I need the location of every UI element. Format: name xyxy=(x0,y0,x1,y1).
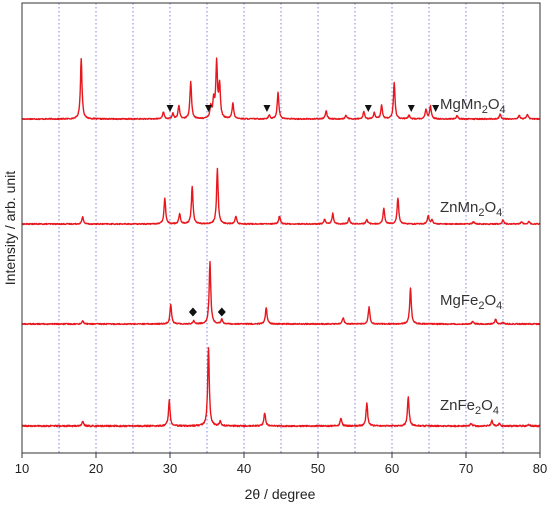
diamond-marker xyxy=(188,307,197,317)
series-label-sub: 2 xyxy=(478,207,484,219)
triangle-marker xyxy=(407,105,415,112)
series-label-main: MgMn xyxy=(440,96,482,113)
series-label-ZnFe2O4: ZnFe2O4 xyxy=(440,397,499,417)
x-tick-label-60: 60 xyxy=(385,461,399,476)
series-label-sub: 2 xyxy=(482,104,488,116)
series-label-mid: O xyxy=(484,199,496,216)
triangle-marker xyxy=(364,105,372,112)
series-label-sub: 4 xyxy=(496,300,502,312)
y-axis-label: Intensity / arb. unit xyxy=(2,171,18,286)
diamond-marker xyxy=(217,307,226,317)
series-label-mid: O xyxy=(488,96,500,113)
grid-layer xyxy=(58,3,504,453)
triangle-marker xyxy=(432,105,440,112)
series-line-ZnFe2O4 xyxy=(21,347,541,428)
x-axis-label: 2θ / degree xyxy=(245,486,316,502)
x-tick-label-70: 70 xyxy=(459,461,473,476)
series-layer xyxy=(21,57,541,428)
series-label-mid: O xyxy=(484,292,496,309)
x-tick-label-20: 20 xyxy=(89,461,103,476)
series-label-sub: 4 xyxy=(499,104,505,116)
triangle-marker xyxy=(263,105,271,112)
series-label-sub: 4 xyxy=(496,207,502,219)
series-label-MgFe2O4: MgFe2O4 xyxy=(440,292,502,312)
series-label-sub: 4 xyxy=(493,405,499,417)
x-tick-label-30: 30 xyxy=(163,461,177,476)
series-label-main: ZnFe xyxy=(440,397,475,414)
series-label-sub: 2 xyxy=(478,300,484,312)
series-label-MgMn2O4: MgMn2O4 xyxy=(440,96,506,116)
series-label-mid: O xyxy=(481,397,493,414)
x-axis: 10 20 30 40 50 60 70 80 xyxy=(15,453,547,476)
marker-layer xyxy=(166,105,440,317)
series-label-main: ZnMn xyxy=(440,199,478,216)
series-line-MgMn2O4 xyxy=(21,57,541,121)
series-line-ZnMn2O4 xyxy=(21,167,541,226)
series-label-main: MgFe xyxy=(440,292,478,309)
x-tick-label-10: 10 xyxy=(15,461,29,476)
plot-frame xyxy=(21,2,541,454)
series-label-ZnMn2O4: ZnMn2O4 xyxy=(440,199,502,219)
series-label-sub: 2 xyxy=(475,405,481,417)
series-line-MgFe2O4 xyxy=(21,260,541,326)
x-tick-label-50: 50 xyxy=(311,461,325,476)
x-tick-label-80: 80 xyxy=(533,461,547,476)
x-tick-label-40: 40 xyxy=(237,461,251,476)
triangle-marker xyxy=(204,105,212,112)
triangle-marker xyxy=(166,105,174,112)
